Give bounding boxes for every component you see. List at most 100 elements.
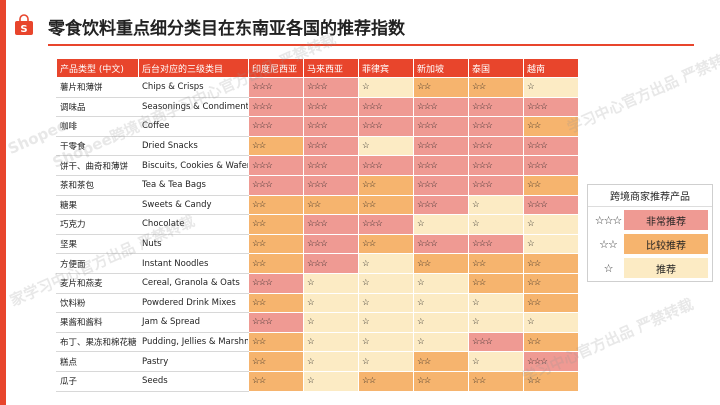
rating-cell: ☆ xyxy=(358,253,414,274)
table-row: 咖啡 Coffee ☆☆☆ ☆☆☆ ☆☆☆ ☆☆☆ ☆☆☆ ☆☆ xyxy=(56,116,579,137)
rating-cell: ☆☆ xyxy=(523,253,579,274)
rating-cell: ☆☆ xyxy=(248,351,304,372)
rating-cell: ☆☆ xyxy=(523,174,579,196)
rating-cell: ☆☆ xyxy=(248,233,304,255)
rating-cell: ☆☆☆ xyxy=(468,155,524,176)
category-cell: Tea & Tea Bags xyxy=(138,174,249,196)
rating-cell: ☆☆ xyxy=(523,331,579,353)
rating-cell: ☆ xyxy=(413,312,469,333)
rating-cell: ☆ xyxy=(303,370,359,392)
legend-star-icon: ☆☆☆ xyxy=(594,213,623,227)
category-cell: Pastry xyxy=(138,351,249,372)
table-row: 干零食 Dried Snacks ☆☆ ☆☆☆ ☆ ☆☆☆ ☆☆☆ ☆☆☆ xyxy=(56,135,579,157)
rating-cell: ☆☆☆ xyxy=(523,96,579,118)
title-underline xyxy=(48,44,694,46)
table-row: 饼干、曲奇和薄饼 Biscuits, Cookies & Wafers ☆☆☆ ☆☆☆… xyxy=(56,155,579,176)
category-cell: Sweets & Candy xyxy=(138,194,249,216)
rating-cell: ☆☆ xyxy=(248,370,304,392)
rating-cell: ☆☆☆ xyxy=(248,116,304,137)
legend-star-icon: ☆☆ xyxy=(599,237,618,251)
category-cell: Chocolate xyxy=(138,214,249,235)
rating-cell: ☆ xyxy=(358,292,414,314)
product-type-cell: 布丁、果冻和棉花糖 xyxy=(56,331,139,353)
rating-cell: ☆☆☆ xyxy=(248,77,304,98)
product-type-cell: 饮料粉 xyxy=(56,292,139,314)
category-cell: Instant Noodles xyxy=(138,253,249,274)
rating-cell: ☆☆ xyxy=(413,253,469,274)
rating-cell: ☆ xyxy=(358,331,414,353)
column-header-6: 泰国 xyxy=(468,58,524,78)
rating-cell: ☆ xyxy=(468,351,524,372)
rating-cell: ☆☆☆ xyxy=(468,174,524,196)
rating-cell: ☆ xyxy=(413,214,469,235)
column-header-1: 后台对应的三级类目 xyxy=(138,58,249,78)
page-title: 零食饮料重点细分类目在东南亚各国的推荐指数 xyxy=(48,19,405,39)
legend-title: 跨境商家推荐产品 xyxy=(588,185,712,207)
category-cell: Cereal, Granola & Oats xyxy=(138,272,249,294)
rating-cell: ☆ xyxy=(523,312,579,333)
category-cell: Nuts xyxy=(138,233,249,255)
rating-cell: ☆☆☆ xyxy=(468,116,524,137)
svg-text:S: S xyxy=(20,24,27,35)
rating-cell: ☆☆☆ xyxy=(523,155,579,176)
category-cell: Powdered Drink Mixes xyxy=(138,292,249,314)
table-row: 茶和茶包 Tea & Tea Bags ☆☆☆ ☆☆☆ ☆☆ ☆☆☆ ☆☆☆ ☆☆ xyxy=(56,174,579,196)
category-cell: Jam & Spread xyxy=(138,312,249,333)
legend-label: 非常推荐 xyxy=(624,210,708,230)
rating-cell: ☆ xyxy=(413,292,469,314)
rating-cell: ☆ xyxy=(523,214,579,235)
rating-cell: ☆☆ xyxy=(468,253,524,274)
product-type-cell: 瓜子 xyxy=(56,370,139,392)
rating-cell: ☆ xyxy=(358,272,414,294)
table-row: 麦片和燕麦 Cereal, Granola & Oats ☆☆☆ ☆ ☆ ☆ ☆☆ ☆☆ xyxy=(56,272,579,294)
rating-cell: ☆☆☆ xyxy=(303,135,359,157)
table-row: 调味品 Seasonings & Condiments ☆☆☆ ☆☆☆ ☆☆☆ ☆☆☆ ☆☆… xyxy=(56,96,579,118)
watermark-text: 学习中心官方出品 严禁转载 xyxy=(564,45,720,137)
legend-label: 推荐 xyxy=(624,258,708,278)
rating-cell: ☆☆ xyxy=(358,233,414,255)
rating-cell: ☆☆☆ xyxy=(248,96,304,118)
rating-cell: ☆☆ xyxy=(468,77,524,98)
column-header-2: 印度尼西亚 xyxy=(248,58,304,78)
rating-cell: ☆☆ xyxy=(523,116,579,137)
product-type-cell: 坚果 xyxy=(56,233,139,255)
column-header-7: 越南 xyxy=(523,58,579,78)
rating-cell: ☆ xyxy=(303,272,359,294)
rating-cell: ☆☆ xyxy=(413,351,469,372)
rating-cell: ☆☆☆ xyxy=(468,96,524,118)
rating-cell: ☆☆☆ xyxy=(358,214,414,235)
rating-cell: ☆☆ xyxy=(413,370,469,392)
table-row: 糖果 Sweets & Candy ☆☆ ☆☆ ☆☆ ☆☆☆ ☆ ☆☆☆ xyxy=(56,194,579,216)
rating-cell: ☆ xyxy=(468,214,524,235)
product-type-cell: 干零食 xyxy=(56,135,139,157)
category-cell: Seasonings & Condiments xyxy=(138,96,249,118)
table-row: 饮料粉 Powdered Drink Mixes ☆☆ ☆ ☆ ☆ ☆ ☆☆ xyxy=(56,292,579,314)
shopee-bag-icon: S xyxy=(15,14,33,35)
table-row: 糕点 Pastry ☆☆ ☆ ☆ ☆☆ ☆ ☆☆☆ xyxy=(56,351,579,372)
rating-cell: ☆☆☆ xyxy=(413,194,469,216)
product-type-cell: 方便面 xyxy=(56,253,139,274)
rating-cell: ☆ xyxy=(358,312,414,333)
product-type-cell: 薯片和薄饼 xyxy=(56,77,139,98)
category-cell: Dried Snacks xyxy=(138,135,249,157)
rating-cell: ☆ xyxy=(303,292,359,314)
table-row: 巧克力 Chocolate ☆☆ ☆☆☆ ☆☆☆ ☆ ☆ ☆ xyxy=(56,214,579,235)
rating-cell: ☆ xyxy=(523,233,579,255)
rating-cell: ☆☆ xyxy=(248,194,304,216)
legend-item: ☆☆☆ 非常推荐 xyxy=(592,209,708,231)
rating-cell: ☆ xyxy=(468,312,524,333)
column-header-0: 产品类型 (中文) xyxy=(56,58,139,78)
recommendation-table: 产品类型 (中文) 后台对应的三级类目 印度尼西亚 马来西亚 菲律宾 新加坡 泰国 越南 薯片… xyxy=(56,58,579,392)
rating-cell: ☆☆ xyxy=(468,272,524,294)
left-accent-bar xyxy=(0,0,6,405)
rating-cell: ☆☆ xyxy=(358,370,414,392)
table-header-row: 产品类型 (中文) 后台对应的三级类目 印度尼西亚 马来西亚 菲律宾 新加坡 泰国 越南 xyxy=(56,58,579,78)
product-type-cell: 糖果 xyxy=(56,194,139,216)
product-type-cell: 咖啡 xyxy=(56,116,139,137)
product-type-cell: 饼干、曲奇和薄饼 xyxy=(56,155,139,176)
rating-cell: ☆☆ xyxy=(303,194,359,216)
rating-cell: ☆☆☆ xyxy=(248,174,304,196)
rating-cell: ☆ xyxy=(303,351,359,372)
legend-item: ☆☆ 比较推荐 xyxy=(592,233,708,255)
